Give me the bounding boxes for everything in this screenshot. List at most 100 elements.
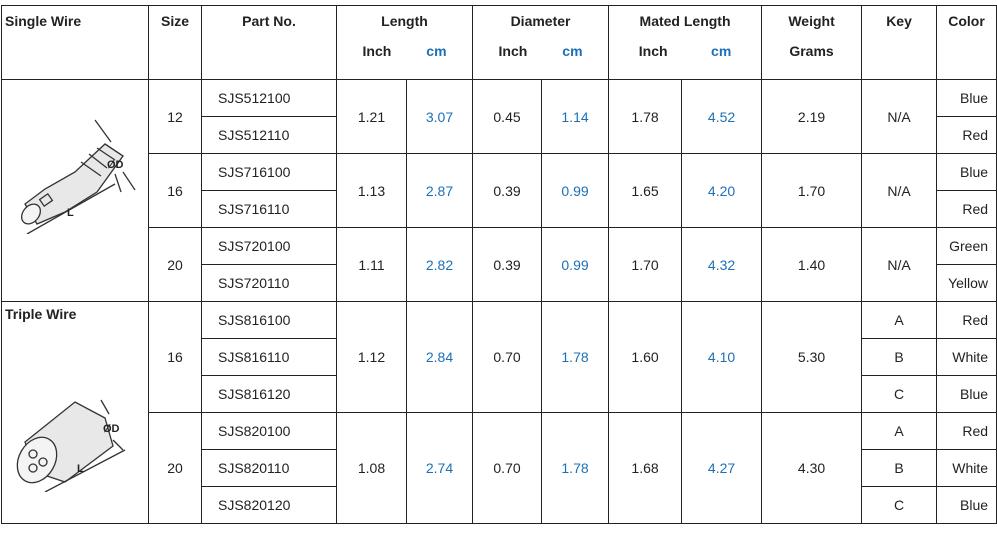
size: 12 (149, 80, 202, 154)
part-no: SJS720110 (202, 265, 337, 302)
part-no: SJS820110 (202, 450, 337, 487)
part-no: SJS716100 (202, 154, 337, 191)
color: Red (937, 413, 997, 450)
diameter-cm: 1.78 (542, 302, 609, 413)
header-length: Length Inch cm (337, 6, 473, 80)
length-in: 1.11 (337, 228, 407, 302)
diagram-label: ØD (107, 159, 124, 171)
spec-table: Single Wire Size Part No. Length Inch cm D… (1, 5, 997, 524)
header-unit: Grams (789, 43, 833, 59)
diameter-in: 0.70 (473, 302, 542, 413)
diameter-cm: 0.99 (542, 228, 609, 302)
weight: 4.30 (762, 413, 862, 524)
diameter-cm: 1.14 (542, 80, 609, 154)
color: White (937, 339, 997, 376)
key: C (862, 487, 937, 524)
header-unit: Inch (363, 43, 392, 59)
mated-cm: 4.32 (682, 228, 762, 302)
color: Red (937, 117, 997, 154)
header-label: Diameter (511, 13, 571, 29)
length-cm: 3.07 (407, 80, 473, 154)
header-title: Single Wire (2, 6, 149, 80)
header-unit: cm (562, 43, 582, 59)
part-no: SJS816100 (202, 302, 337, 339)
part-no: SJS816120 (202, 376, 337, 413)
part-no: SJS820100 (202, 413, 337, 450)
connector-diagram: ØD L (5, 84, 145, 234)
color: Blue (937, 80, 997, 117)
key: N/A (862, 228, 937, 302)
length-cm: 2.82 (407, 228, 473, 302)
mated-cm: 4.20 (682, 154, 762, 228)
header-row: Single Wire Size Part No. Length Inch cm D… (2, 6, 997, 80)
diagram: ØD L (5, 84, 145, 237)
part-no: SJS816110 (202, 339, 337, 376)
header-unit: Inch (639, 43, 668, 59)
header-unit: Inch (499, 43, 528, 59)
header-weight: Weight Grams (762, 6, 862, 80)
length-in: 1.13 (337, 154, 407, 228)
part-no: SJS512100 (202, 80, 337, 117)
header-unit: cm (711, 43, 731, 59)
mated-in: 1.65 (609, 154, 682, 228)
length-cm: 2.84 (407, 302, 473, 413)
mated-cm: 4.52 (682, 80, 762, 154)
mated-in: 1.68 (609, 413, 682, 524)
length-in: 1.21 (337, 80, 407, 154)
weight: 2.19 (762, 80, 862, 154)
key: C (862, 376, 937, 413)
part-no: SJS820120 (202, 487, 337, 524)
mated-in: 1.70 (609, 228, 682, 302)
diameter-in: 0.45 (473, 80, 542, 154)
color: Green (937, 228, 997, 265)
section-cell: Triple Wire ØD L (2, 302, 149, 524)
key: B (862, 339, 937, 376)
mated-in: 1.60 (609, 302, 682, 413)
color: White (937, 450, 997, 487)
header-color: Color (937, 6, 997, 80)
mated-cm: 4.27 (682, 413, 762, 524)
size: 20 (149, 228, 202, 302)
mated-cm: 4.10 (682, 302, 762, 413)
header-size: Size (149, 6, 202, 80)
color: Red (937, 191, 997, 228)
diameter-in: 0.70 (473, 413, 542, 524)
part-no: SJS716110 (202, 191, 337, 228)
color: Red (937, 302, 997, 339)
weight: 5.30 (762, 302, 862, 413)
color: Yellow (937, 265, 997, 302)
key: N/A (862, 154, 937, 228)
key: B (862, 450, 937, 487)
header-part: Part No. (202, 6, 337, 80)
diagram: ØD L (5, 322, 145, 495)
key: A (862, 413, 937, 450)
header-label: Length (381, 13, 428, 29)
page: Single Wire Size Part No. Length Inch cm D… (0, 0, 997, 540)
color: Blue (937, 154, 997, 191)
header-key: Key (862, 6, 937, 80)
diameter-in: 0.39 (473, 154, 542, 228)
header-label: Weight (788, 13, 834, 29)
table-row: 20SJS7201001.112.820.390.991.704.321.40N… (2, 228, 997, 265)
header-unit: cm (426, 43, 446, 59)
section-title: Triple Wire (5, 306, 145, 322)
key: N/A (862, 80, 937, 154)
part-no: SJS512110 (202, 117, 337, 154)
length-cm: 2.74 (407, 413, 473, 524)
weight: 1.70 (762, 154, 862, 228)
length-in: 1.08 (337, 413, 407, 524)
diameter-cm: 0.99 (542, 154, 609, 228)
size: 16 (149, 302, 202, 413)
diagram-label: L (77, 463, 84, 475)
diameter-cm: 1.78 (542, 413, 609, 524)
size: 16 (149, 154, 202, 228)
header-label: Mated Length (640, 13, 731, 29)
length-cm: 2.87 (407, 154, 473, 228)
header-diameter: Diameter Inch cm (473, 6, 609, 80)
section-cell: ØD L (2, 80, 149, 302)
size: 20 (149, 413, 202, 524)
